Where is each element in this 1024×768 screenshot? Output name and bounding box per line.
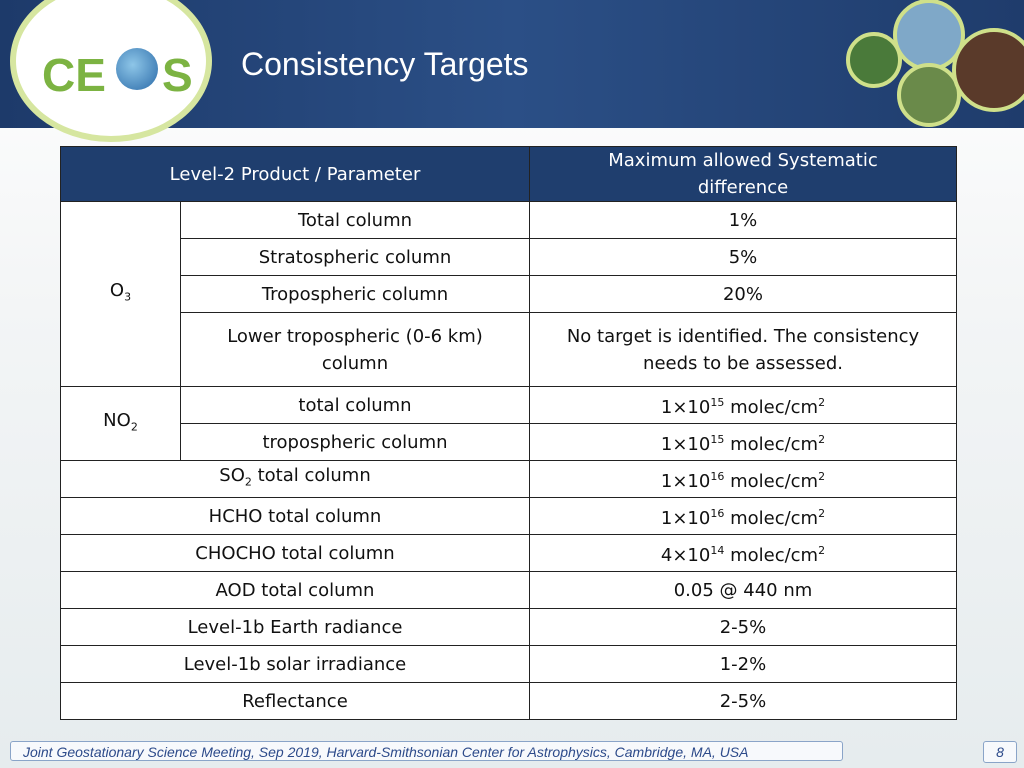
targets-table: Level-2 Product / Parameter Maximum allow… bbox=[60, 146, 957, 720]
parameter-cell: Reflectance bbox=[60, 682, 530, 720]
text-part: 2 bbox=[818, 433, 826, 446]
target-cell: 1-2% bbox=[529, 645, 957, 683]
decoration bbox=[846, 0, 1024, 127]
parameter-cell: Total column bbox=[180, 201, 530, 239]
species-cell: NO2 bbox=[60, 386, 181, 461]
text-part: 1×10 bbox=[660, 508, 711, 529]
target-cell: 1% bbox=[529, 201, 957, 239]
text-part: molec/cm bbox=[724, 434, 819, 455]
text-part: 2 bbox=[818, 507, 826, 520]
text-part: NO bbox=[103, 409, 131, 431]
text-part: 14 bbox=[710, 544, 725, 557]
text-part: total column bbox=[251, 465, 371, 487]
target-cell: 2-5% bbox=[529, 608, 957, 646]
text-part: 15 bbox=[710, 396, 725, 409]
species-cell: O3 bbox=[60, 201, 181, 387]
text-part: 1×10 bbox=[660, 397, 711, 418]
parameter-cell: SO2 total column bbox=[60, 460, 530, 498]
text-part: O bbox=[109, 280, 125, 302]
text-part: molec/cm bbox=[724, 508, 819, 529]
table-row: Level-1b Earth radiance 2-5% bbox=[60, 608, 957, 646]
parameter-cell: total column bbox=[180, 386, 530, 424]
table-row: CHOCHO total column 4×1014 molec/cm2 bbox=[60, 534, 957, 572]
logo: CE S bbox=[10, 0, 212, 142]
text-part: 2 bbox=[244, 475, 252, 489]
text-part: 16 bbox=[710, 470, 725, 483]
text-part: 3 bbox=[124, 290, 132, 304]
text-part: molec/cm bbox=[724, 471, 819, 492]
target-cell: No target is identified. The consistency… bbox=[529, 312, 957, 387]
target-cell: 20% bbox=[529, 275, 957, 313]
table-row: Lower tropospheric (0-6 km) column No tar… bbox=[61, 312, 957, 387]
column-header: Level-2 Product / Parameter bbox=[60, 146, 530, 202]
footer: Joint Geostationary Science Meeting, Sep… bbox=[10, 741, 843, 761]
text-part: 2 bbox=[818, 396, 826, 409]
logo-globe bbox=[116, 48, 158, 90]
logo-text: S bbox=[162, 49, 193, 101]
target-cell: 2-5% bbox=[529, 682, 957, 720]
text-part: 1×10 bbox=[660, 471, 711, 492]
text-part: 15 bbox=[710, 433, 725, 446]
text-part: 1×10 bbox=[660, 434, 711, 455]
table-row: Stratospheric column 5% bbox=[61, 238, 957, 276]
page-number: 8 bbox=[983, 741, 1017, 763]
parameter-cell: Lower tropospheric (0-6 km) column bbox=[180, 312, 530, 387]
table-row: Tropospheric column 20% bbox=[61, 275, 957, 313]
target-cell: 1×1015 molec/cm2 bbox=[529, 423, 957, 461]
logo-text: CE bbox=[42, 49, 106, 101]
parameter-cell: Stratospheric column bbox=[180, 238, 530, 276]
target-cell: 0.05 @ 440 nm bbox=[529, 571, 957, 609]
parameter-cell: Level-1b solar irradiance bbox=[60, 645, 530, 683]
target-cell: 1×1015 molec/cm2 bbox=[529, 386, 957, 424]
header-row: Level-2 Product / Parameter Maximum allow… bbox=[60, 146, 957, 202]
text-part: SO bbox=[219, 465, 245, 487]
text-part: molec/cm bbox=[724, 397, 819, 418]
table-row: Level-1b solar irradiance 1-2% bbox=[60, 645, 957, 683]
table-row: Reflectance 2-5% bbox=[60, 682, 957, 720]
text-part: 2 bbox=[818, 544, 826, 557]
table-row: AOD total column 0.05 @ 440 nm bbox=[60, 571, 957, 609]
table-row: tropospheric column 1×1015 molec/cm2 bbox=[61, 423, 957, 461]
table-row: SO2 total column 1×1016 molec/cm2 bbox=[60, 460, 957, 498]
table-row: O3 Total column 1% bbox=[60, 201, 957, 387]
target-cell: 1×1016 molec/cm2 bbox=[529, 497, 957, 535]
text-part: 4×10 bbox=[660, 545, 711, 566]
text-part: 2 bbox=[130, 420, 138, 434]
target-cell: 5% bbox=[529, 238, 957, 276]
text-part: 16 bbox=[710, 507, 725, 520]
text-part: molec/cm bbox=[724, 545, 819, 566]
slide-title: Consistency Targets bbox=[241, 46, 529, 82]
text-part: 2 bbox=[818, 470, 826, 483]
parameter-cell: CHOCHO total column bbox=[60, 534, 530, 572]
parameter-cell: AOD total column bbox=[60, 571, 530, 609]
target-cell: 4×1014 molec/cm2 bbox=[529, 534, 957, 572]
column-header: Maximum allowed Systematic difference bbox=[529, 146, 957, 202]
table-row: HCHO total column 1×1016 molec/cm2 bbox=[60, 497, 957, 535]
parameter-cell: tropospheric column bbox=[180, 423, 530, 461]
target-cell: 1×1016 molec/cm2 bbox=[529, 460, 957, 498]
parameter-cell: Tropospheric column bbox=[180, 275, 530, 313]
parameter-cell: HCHO total column bbox=[60, 497, 530, 535]
table-row: NO2 total column 1×1015 molec/cm2 bbox=[60, 386, 957, 461]
header-band: CE S Consistency Targets bbox=[0, 0, 1024, 142]
parameter-cell: Level-1b Earth radiance bbox=[60, 608, 530, 646]
